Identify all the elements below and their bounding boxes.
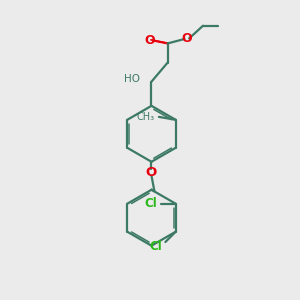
- Text: O: O: [146, 166, 157, 178]
- Text: O: O: [145, 34, 155, 47]
- Text: Cl: Cl: [145, 197, 158, 210]
- Text: Cl: Cl: [149, 240, 162, 253]
- Text: O: O: [182, 32, 192, 46]
- Text: HO: HO: [124, 74, 140, 84]
- Text: CH₃: CH₃: [137, 112, 155, 122]
